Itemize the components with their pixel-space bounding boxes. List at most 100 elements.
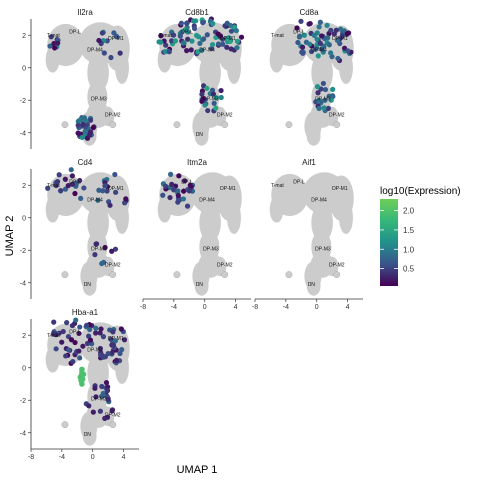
cell-point [299,44,306,50]
cell-cloud [213,256,227,277]
cell-point [64,320,70,326]
cell-point [52,45,58,51]
cell-point [69,322,76,329]
cell-cloud [45,346,60,373]
cluster-label: DP-M4 [199,198,215,204]
cell-point [80,121,86,128]
cell-cloud [45,196,60,223]
cell-cloud [194,126,209,146]
cell-point [317,40,324,47]
cell-point [202,102,208,108]
y-tick-label: -4 [20,430,26,437]
cell-point [167,194,173,201]
cell-point [82,128,88,134]
cell-point [335,55,341,62]
cell-point [200,95,206,101]
cell-point [187,182,193,189]
x-tick-label: 0 [91,454,95,461]
cell-point [96,37,102,44]
cluster-label: DP-M3 [203,96,219,102]
cell-point [90,125,96,131]
cell-cloud [311,53,333,93]
cell-point [104,388,110,394]
cell-point [101,50,107,56]
cell-point [162,183,169,189]
cell-point [77,117,84,123]
x-tick-label: -8 [252,304,258,311]
cell-point [162,48,168,55]
cell-point [189,38,195,44]
cell-point [320,80,326,87]
cell-point [93,325,99,331]
y-tick-label: -2 [20,248,26,255]
cluster-label: T-mat [271,183,284,189]
panel-itm2a: Itm2a DP-L DP-M4 DP-M1 DP-M3 DP-M2 DN -8 -4 0 4 [140,158,251,311]
panel-title: Cd4 [78,158,93,167]
x-axis-label: UMAP 1 [177,464,218,476]
cell-point [190,18,197,24]
cluster-label: DP-M3 [315,246,331,252]
cluster-label: DP-M4 [87,348,103,354]
cell-point [168,38,175,44]
cell-point [295,39,301,46]
cluster-label: T-mat [47,33,60,39]
x-tick-label: 4 [122,454,126,461]
cell-cloud [269,196,284,223]
cluster-label: DP-M3 [91,396,107,402]
cell-cloud [87,203,109,243]
cell-point [166,49,172,55]
cell-point [61,121,69,129]
cluster-label: DP-M4 [199,48,215,54]
cell-point [213,95,219,101]
cell-point [77,355,83,361]
y-tick-label: -2 [20,398,26,405]
cell-point [47,43,53,49]
cell-point [180,196,187,202]
cell-point [48,34,54,40]
cell-point [210,20,216,27]
cluster-label: DP-M2 [217,263,233,269]
cluster-label: DP-M1 [220,36,236,42]
cell-point [314,84,321,90]
cell-point [81,115,88,121]
cell-point [167,171,174,178]
cluster-label: DP-L [69,330,81,336]
cell-point [163,42,169,48]
x-tick-label: -8 [28,454,34,461]
cell-point [72,190,78,197]
cell-point [109,121,117,129]
cluster-label: DP-M1 [108,36,124,42]
cell-point [86,403,92,409]
cell-point [102,244,108,251]
cell-point [285,271,293,279]
cell-point [58,187,64,194]
cell-point [112,246,119,252]
cell-point [333,27,339,33]
cell-point [95,197,101,203]
cluster-label: DP-M4 [311,198,327,204]
cell-point [209,41,216,48]
cluster-label: T-mat [47,183,60,189]
cell-point [184,48,190,54]
panel-title: Itm2a [187,158,208,167]
cell-point [102,354,109,360]
cell-point [196,34,202,40]
cluster-label: DP-M3 [315,96,331,102]
cell-point [334,37,341,44]
cell-point [234,38,241,44]
cell-point [318,33,325,39]
panel-il2ra: Il2ra T-mat DP-L DP-M4 DP-M1 DP-M3 DP-M2 -4 -2 0 2 [20,8,130,149]
cell-point [322,97,328,103]
cluster-label: DP-L [69,180,81,186]
cluster-label: DP-M4 [311,48,327,54]
expressing-cells [50,317,128,421]
cell-point [218,94,224,101]
cell-point [170,32,177,38]
cell-point [113,189,119,195]
cell-point [99,260,105,267]
cell-cloud [306,276,321,296]
cell-point [180,40,187,46]
cell-point [221,271,229,279]
cluster-label: DN [84,282,92,288]
